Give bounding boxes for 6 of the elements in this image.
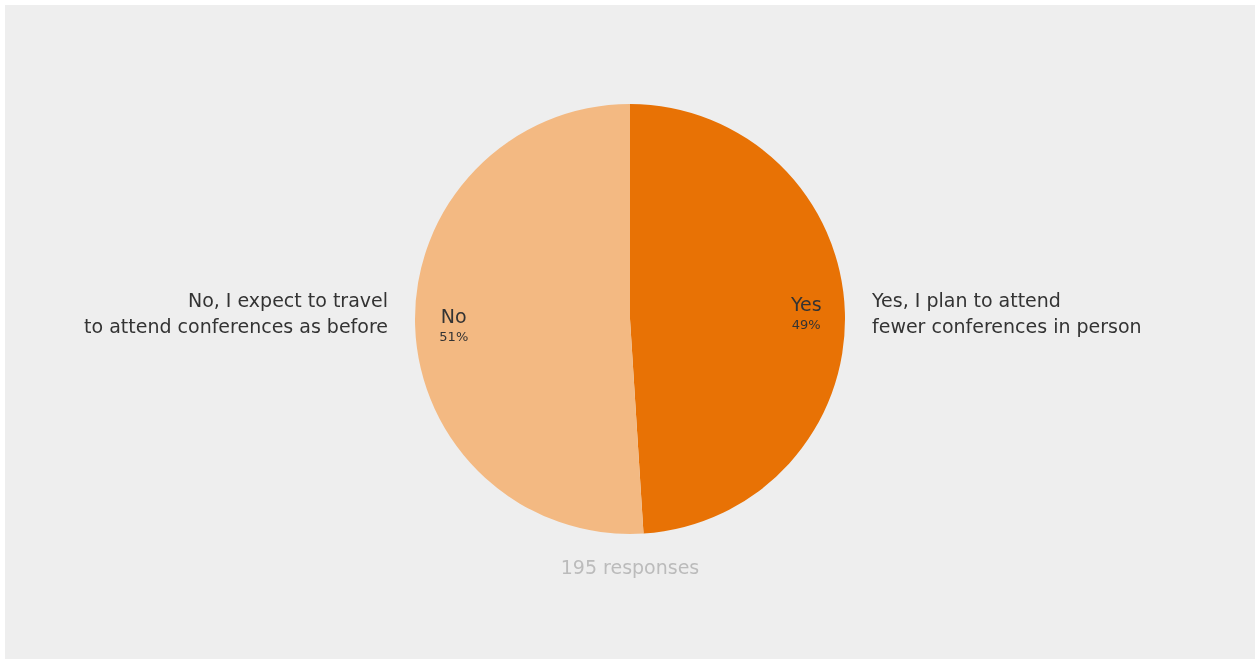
text: Yes, I plan to attend fewer conferences in person: [871, 289, 1142, 337]
slice-label: Yes: [789, 293, 822, 316]
data-label: 51%: [439, 328, 469, 344]
data-label: 49%: [791, 317, 821, 333]
slice-label: No: [440, 304, 467, 327]
text: No, I expect to travel to attend conferences as before: [84, 289, 388, 337]
